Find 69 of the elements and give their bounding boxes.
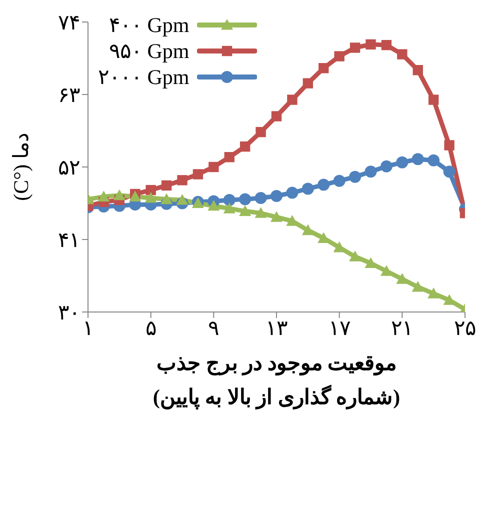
point bbox=[271, 111, 282, 122]
point bbox=[364, 257, 377, 268]
point bbox=[412, 280, 424, 292]
point bbox=[381, 40, 392, 50]
legend-label: ۹۵۰ Gpm bbox=[109, 38, 190, 64]
point bbox=[349, 170, 362, 183]
point bbox=[177, 175, 188, 186]
point bbox=[412, 65, 423, 76]
point bbox=[444, 140, 454, 150]
point bbox=[239, 193, 252, 206]
point bbox=[113, 189, 126, 200]
point bbox=[286, 186, 298, 199]
x-tick-label: ۱ bbox=[82, 316, 94, 340]
point bbox=[302, 78, 314, 88]
point bbox=[98, 190, 110, 202]
x-axis-title: موقعیت موجود در برج جذب (شماره گذاری از بالا به پایین) bbox=[152, 351, 400, 410]
point bbox=[443, 166, 456, 178]
point bbox=[192, 169, 204, 180]
y-tick-label: ۳۰ bbox=[58, 300, 80, 324]
point bbox=[208, 162, 219, 172]
point bbox=[428, 288, 440, 298]
point bbox=[270, 211, 282, 222]
point bbox=[380, 265, 392, 276]
point bbox=[396, 273, 408, 284]
point bbox=[333, 174, 346, 187]
y-tick-label: ۷۴ bbox=[58, 10, 80, 34]
y-tick-label: ۵۲ bbox=[58, 155, 80, 180]
point bbox=[160, 193, 173, 204]
point bbox=[349, 250, 362, 262]
point bbox=[176, 194, 188, 205]
point bbox=[146, 184, 156, 196]
point bbox=[161, 180, 172, 191]
x-tick-label: ۲۱ bbox=[391, 316, 414, 340]
x-tick-label: ۹ bbox=[208, 316, 220, 340]
point bbox=[380, 160, 392, 172]
y-tick-label: ۶۳ bbox=[58, 82, 80, 107]
point bbox=[334, 51, 344, 62]
point bbox=[239, 205, 252, 216]
x-tick-label: ۲۵ bbox=[454, 316, 476, 340]
point bbox=[208, 200, 220, 211]
point bbox=[318, 63, 329, 74]
point bbox=[350, 42, 360, 53]
point bbox=[396, 156, 408, 168]
point bbox=[397, 49, 408, 60]
x-tick-label: ۱۷ bbox=[328, 316, 350, 340]
legend-label: ۲۰۰۰ Gpm bbox=[98, 64, 190, 90]
point bbox=[302, 224, 314, 236]
point bbox=[223, 194, 236, 206]
y-axis-title: دما (°C) bbox=[9, 133, 33, 201]
point bbox=[428, 154, 440, 166]
point bbox=[412, 153, 424, 166]
legend-label: ۴۰۰ Gpm bbox=[109, 12, 190, 38]
point bbox=[428, 94, 439, 105]
point bbox=[256, 126, 266, 138]
point bbox=[318, 178, 330, 191]
point bbox=[144, 192, 157, 203]
point bbox=[302, 182, 314, 195]
point bbox=[240, 141, 250, 152]
point bbox=[254, 192, 267, 204]
point bbox=[224, 152, 234, 162]
x-tick-label: ۱۳ bbox=[266, 316, 288, 340]
point bbox=[366, 39, 376, 50]
point bbox=[364, 166, 377, 178]
point bbox=[254, 207, 267, 218]
point bbox=[270, 190, 282, 202]
x-tick-label: ۵ bbox=[145, 316, 156, 340]
point bbox=[223, 202, 236, 214]
y-tick-label: ۴۱ bbox=[58, 228, 80, 252]
point bbox=[287, 94, 298, 105]
